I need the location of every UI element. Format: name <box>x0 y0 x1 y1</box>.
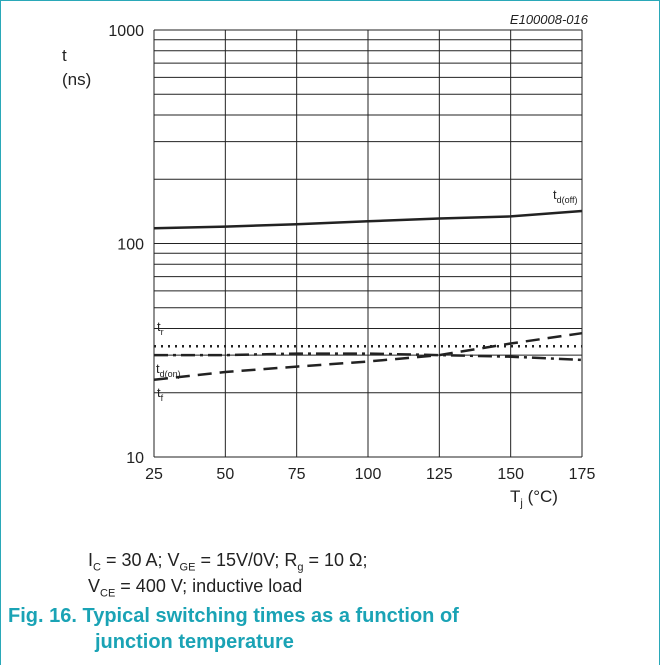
figure-caption: Fig. 16. Typical switching times as a fu… <box>8 603 459 655</box>
x-tick-label: 100 <box>355 466 382 483</box>
x-tick-label: 25 <box>145 466 163 483</box>
y-tick-label: 10 <box>126 450 144 467</box>
y-tick-label: 1000 <box>108 23 144 40</box>
x-tick-label: 150 <box>497 466 524 483</box>
series-line-tf <box>153 331 583 382</box>
figure-reference: E100008-016 <box>509 12 588 27</box>
caption-line-1: Fig. 16. Typical switching times as a fu… <box>8 605 459 627</box>
x-tick-label: 175 <box>569 466 596 483</box>
x-tick-label: 125 <box>426 466 453 483</box>
x-axis-label: Tj (°C) <box>510 487 558 510</box>
series-label-tdon: td(on) <box>156 361 181 379</box>
y-axis-symbol: t <box>62 46 67 65</box>
series-label-tf: tf <box>157 385 164 403</box>
x-tick-label: 75 <box>288 466 306 483</box>
y-tick-label: 100 <box>117 237 144 254</box>
series-label-tr: tr <box>157 319 164 337</box>
series-line-tdoff <box>153 209 583 230</box>
x-tick-label: 50 <box>216 466 234 483</box>
conditions-line-2: VCE = 400 V; inductive load <box>88 576 303 600</box>
series-line-tdon <box>154 352 583 362</box>
caption-line-2: junction temperature <box>95 631 294 653</box>
y-axis-unit: (ns) <box>62 70 92 89</box>
series-label-tdoff: td(off) <box>553 187 577 205</box>
conditions-line-1: IC = 30 A; VGE = 15V/0V; Rg = 10 Ω; <box>88 550 368 574</box>
